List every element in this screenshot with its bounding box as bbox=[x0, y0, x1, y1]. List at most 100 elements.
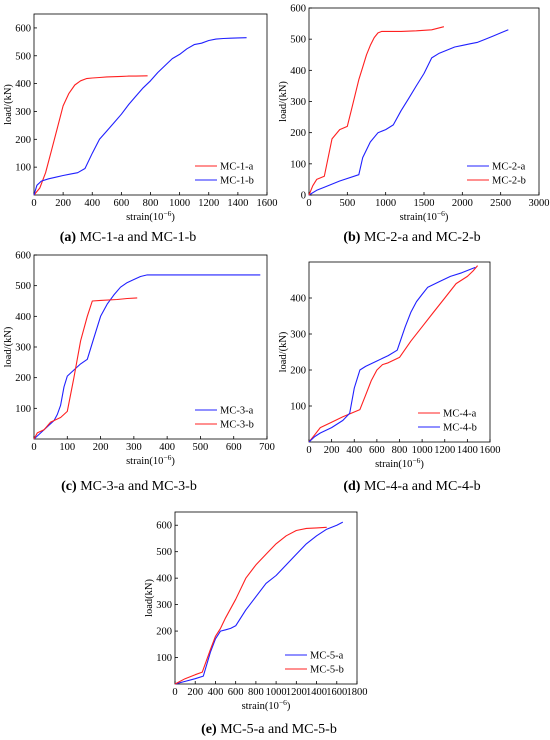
y-tick-label: 100 bbox=[290, 159, 306, 170]
y-tick-label: 300 bbox=[15, 343, 31, 354]
chart-panel-b: 0 500 1000 1500 2000 2500 3000 0 100 200 300 400 500… bbox=[278, 4, 550, 246]
x-axis-title-close: ) bbox=[287, 701, 291, 712]
panel-caption: (c) MC-3-a and MC-3-b bbox=[61, 479, 197, 494]
legend-label: MC-3-b bbox=[220, 420, 254, 431]
x-tick-label: 1400 bbox=[457, 445, 478, 456]
x-tick-label: 3000 bbox=[529, 198, 550, 209]
x-tick-label: 1600 bbox=[326, 687, 347, 698]
y-tick-label: 300 bbox=[156, 600, 172, 611]
y-axis-title: load/(kN) bbox=[278, 81, 289, 122]
caption-text: MC-3-a and MC-3-b bbox=[77, 479, 197, 494]
panel-caption: (d) MC-4-a and MC-4-b bbox=[343, 479, 480, 494]
x-tick-label: 100 bbox=[59, 442, 75, 453]
x-tick-label: 800 bbox=[392, 445, 408, 456]
chart-panel-e: 0 200 400 600 800 1000 1200 1400 1600 1800 100 200 3… bbox=[144, 511, 368, 737]
chart-panel-d: 0 200 400 600 800 1000 1200 1400 1600 100 200 300 40… bbox=[278, 261, 501, 494]
x-tick-label: 400 bbox=[159, 442, 175, 453]
x-axis-title-exponent: −6 bbox=[437, 209, 445, 218]
y-axis-title: load(kN) bbox=[144, 579, 155, 617]
y-tick-label: 100 bbox=[15, 404, 31, 415]
x-tick-label: 0 bbox=[306, 445, 311, 456]
x-axis-title-main: strain(10 bbox=[400, 212, 437, 223]
y-tick-label: 100 bbox=[156, 653, 172, 664]
panel-caption: (e) MC-5-a and MC-5-b bbox=[201, 722, 337, 737]
legend-label: MC-2-b bbox=[492, 176, 526, 187]
y-tick-label: 200 bbox=[15, 135, 31, 146]
panel-caption: (a) MC-1-a and MC-1-b bbox=[60, 230, 196, 245]
series-line-MC-5-a bbox=[174, 521, 344, 685]
y-tick-label: 300 bbox=[15, 107, 31, 118]
x-tick-label: 2500 bbox=[490, 198, 511, 209]
chart-panel-c: 0 100 200 300 400 500 600 700 100 200 300 400 500 600… bbox=[3, 251, 275, 495]
y-axis-title: load/(kN) bbox=[3, 84, 14, 125]
x-tick-label: 1400 bbox=[306, 687, 327, 698]
x-tick-label: 700 bbox=[259, 442, 275, 453]
caption-letter: (e) bbox=[201, 722, 217, 737]
y-tick-label: 300 bbox=[290, 330, 306, 341]
y-tick-label: 400 bbox=[15, 79, 31, 90]
legend-label: MC-4-b bbox=[443, 423, 477, 434]
x-axis-title-exponent: −6 bbox=[412, 456, 420, 465]
x-axis-title-close: ) bbox=[171, 456, 175, 467]
y-tick-label: 200 bbox=[290, 128, 306, 139]
x-tick-label: 1500 bbox=[414, 198, 435, 209]
series-line-MC-2-b bbox=[308, 26, 445, 196]
x-axis-title-main: strain(10 bbox=[375, 459, 412, 470]
legend-label: MC-5-b bbox=[310, 665, 344, 676]
legend-label: MC-3-a bbox=[220, 406, 254, 417]
x-tick-label: 1400 bbox=[227, 198, 248, 209]
x-axis-title-exponent: −6 bbox=[163, 209, 171, 218]
y-tick-label: 500 bbox=[290, 35, 306, 46]
x-axis-title-main: strain(10 bbox=[242, 701, 279, 712]
legend-label: MC-2-a bbox=[492, 162, 526, 173]
caption-text: MC-2-a and MC-2-b bbox=[360, 230, 480, 245]
y-tick-label: 600 bbox=[15, 23, 31, 34]
plot-frame bbox=[174, 511, 358, 685]
x-tick-label: 500 bbox=[193, 442, 209, 453]
x-tick-label: 1200 bbox=[198, 198, 219, 209]
x-tick-label: 1000 bbox=[266, 687, 287, 698]
x-tick-label: 600 bbox=[369, 445, 385, 456]
caption-text: MC-5-a and MC-5-b bbox=[217, 722, 337, 737]
x-tick-label: 0 bbox=[306, 198, 311, 209]
x-axis-title-close: ) bbox=[420, 459, 424, 470]
caption-letter: (a) bbox=[60, 230, 77, 245]
x-tick-label: 1200 bbox=[286, 687, 307, 698]
y-tick-label: 400 bbox=[290, 294, 306, 305]
x-tick-label: 400 bbox=[84, 198, 100, 209]
y-tick-label: 0 bbox=[301, 191, 306, 202]
series-line-MC-1-b bbox=[33, 37, 247, 196]
x-tick-label: 0 bbox=[31, 442, 36, 453]
x-axis-title: strain(10−6) bbox=[400, 209, 449, 223]
x-tick-label: 1800 bbox=[347, 687, 368, 698]
x-tick-label: 0 bbox=[31, 198, 36, 209]
y-tick-label: 600 bbox=[15, 251, 31, 262]
x-tick-label: 1200 bbox=[434, 445, 455, 456]
caption-letter: (b) bbox=[343, 230, 360, 245]
x-tick-label: 1600 bbox=[257, 198, 278, 209]
series-line-MC-3-b bbox=[33, 297, 138, 440]
caption-letter: (c) bbox=[61, 479, 77, 494]
y-tick-label: 300 bbox=[290, 97, 306, 108]
y-tick-label: 200 bbox=[290, 366, 306, 377]
x-axis-title-exponent: −6 bbox=[163, 453, 171, 462]
x-tick-label: 1600 bbox=[480, 445, 501, 456]
x-tick-label: 0 bbox=[172, 687, 177, 698]
x-tick-label: 200 bbox=[93, 442, 109, 453]
legend-label: MC-4-a bbox=[443, 409, 477, 420]
series-line-MC-2-a bbox=[308, 29, 509, 196]
caption-text: MC-1-a and MC-1-b bbox=[76, 230, 196, 245]
series-line-MC-5-b bbox=[174, 526, 327, 685]
x-tick-label: 600 bbox=[114, 198, 130, 209]
caption-text: MC-4-a and MC-4-b bbox=[360, 479, 480, 494]
x-axis-title: strain(10−6) bbox=[126, 209, 175, 223]
x-axis-title-exponent: −6 bbox=[279, 698, 287, 707]
y-tick-label: 400 bbox=[156, 574, 172, 585]
x-tick-label: 600 bbox=[226, 442, 242, 453]
y-tick-label: 200 bbox=[15, 373, 31, 384]
y-tick-label: 600 bbox=[290, 4, 306, 15]
x-tick-label: 300 bbox=[126, 442, 142, 453]
series-line-MC-4-b bbox=[308, 266, 476, 443]
